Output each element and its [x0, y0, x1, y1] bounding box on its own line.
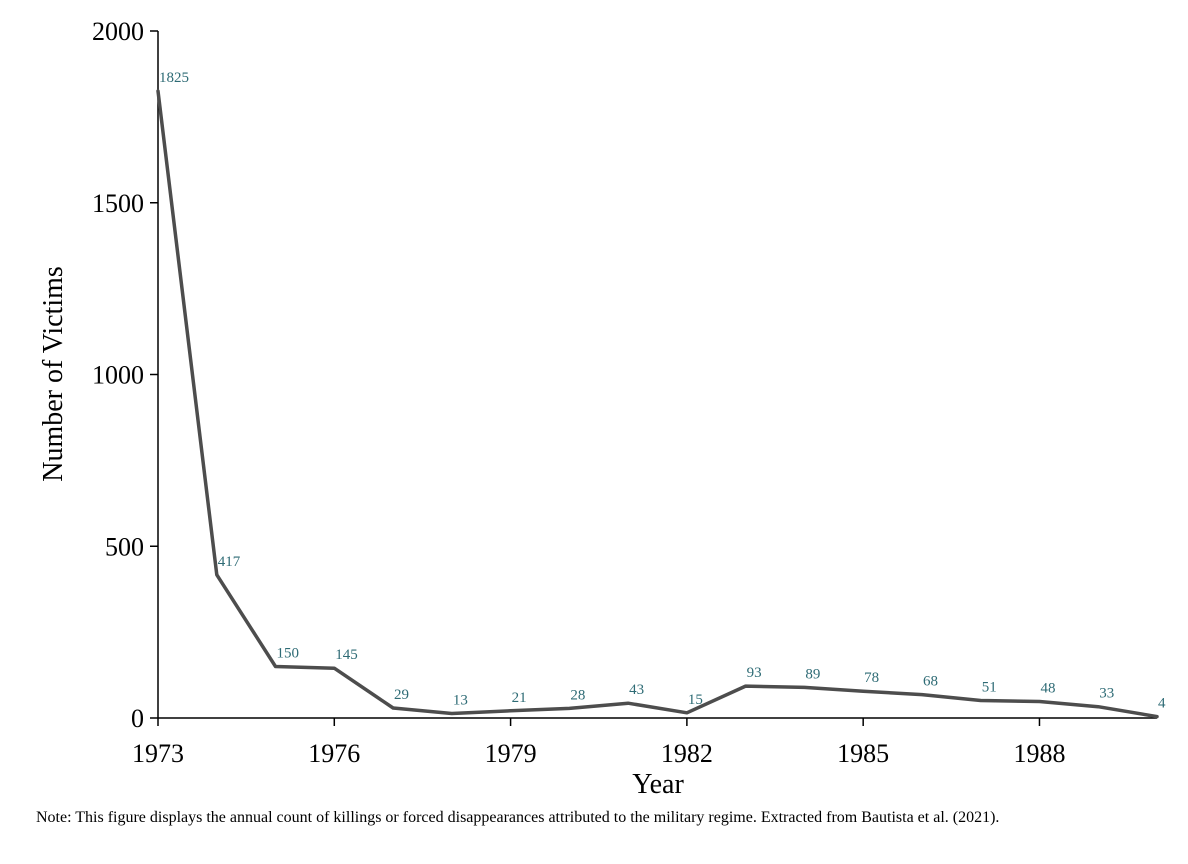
y-axis-title: Number of Victims: [38, 266, 69, 482]
data-label: 21: [512, 690, 527, 706]
y-tick-label: 0: [131, 704, 144, 733]
data-label: 4: [1158, 696, 1166, 712]
data-label: 145: [335, 647, 358, 663]
x-tick-label: 1973: [132, 739, 184, 768]
y-tick-label: 2000: [92, 17, 144, 46]
figure-note: Note: This figure displays the annual co…: [36, 809, 1000, 826]
x-tick-label: 1979: [485, 739, 537, 768]
x-tick-label: 1988: [1013, 739, 1065, 768]
y-tick-label: 500: [105, 532, 144, 561]
x-tick-label: 1976: [308, 739, 360, 768]
data-label: 68: [923, 674, 938, 690]
y-tick-label: 1500: [92, 189, 144, 218]
chart-marks: 1825 417 150 145 29 13 21 28 43 15 93 89 78 68 51 48 33 4: [156, 70, 1166, 719]
data-label: 48: [1040, 681, 1055, 697]
data-label: 51: [982, 679, 997, 695]
data-label: 93: [747, 665, 762, 681]
data-label: 33: [1099, 686, 1114, 702]
data-label: 78: [864, 670, 879, 686]
data-label: 29: [394, 687, 409, 703]
chart-axes: 0 500 1000 1500 2000 1973 1976 1979 1982 1985 1988: [92, 17, 1157, 768]
y-tick-label: 1000: [92, 361, 144, 390]
x-axis-title: Year: [632, 769, 684, 800]
data-label: 43: [629, 682, 644, 698]
data-label: 417: [218, 554, 241, 570]
x-tick-label: 1985: [837, 739, 889, 768]
line-chart: 0 500 1000 1500 2000 1973 1976 1979 1982 1985 1988…: [38, 17, 1166, 800]
data-label: 28: [570, 687, 585, 703]
data-label: 13: [453, 693, 468, 709]
data-label: 1825: [159, 70, 189, 86]
data-label: 89: [805, 666, 820, 682]
x-tick-label: 1982: [661, 739, 713, 768]
data-label: 15: [688, 692, 703, 708]
series-line: [156, 89, 1159, 719]
data-label: 150: [277, 645, 300, 661]
